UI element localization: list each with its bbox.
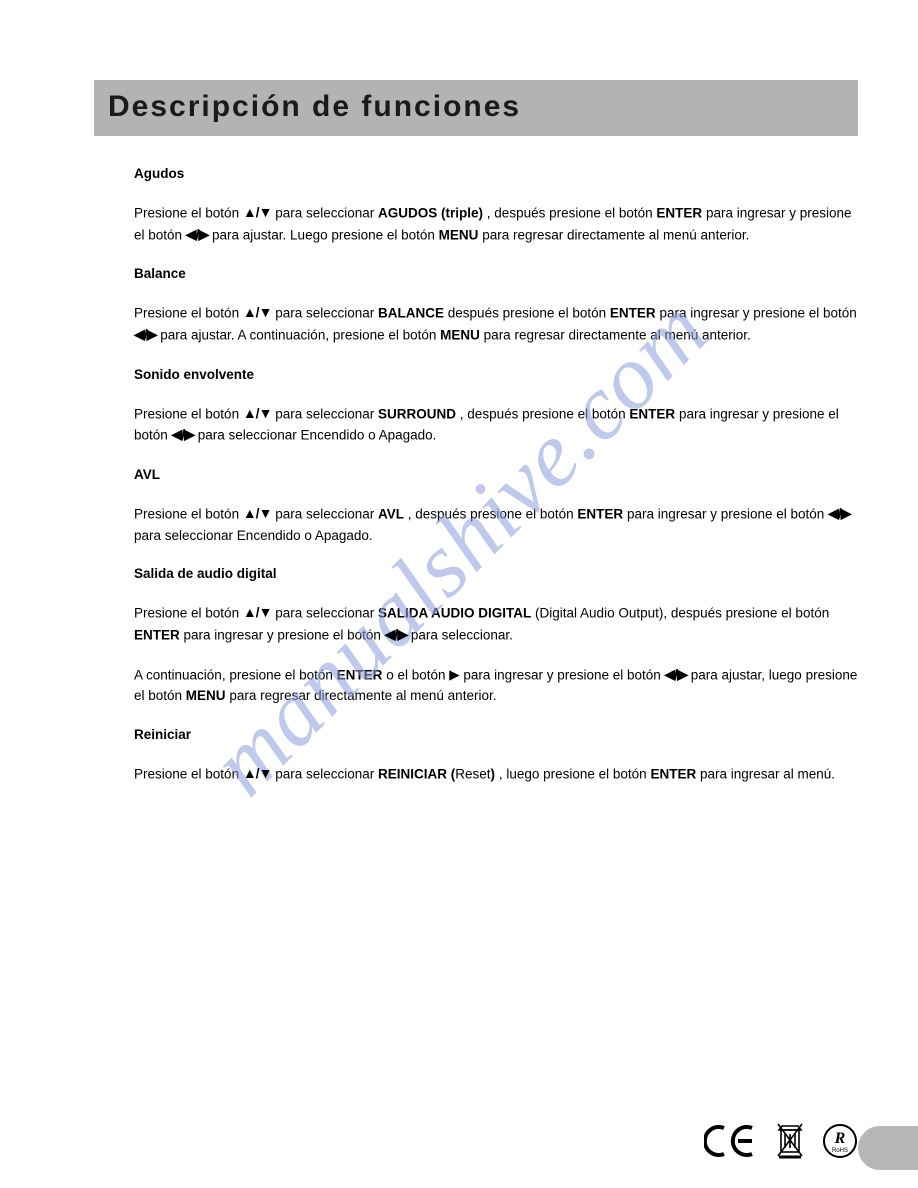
up-down-icon [243,403,272,425]
up-down-icon [243,202,272,224]
up-down-icon [243,302,272,324]
para-balance: Presione el botón para seleccionar BALAN… [134,303,858,346]
left-right-icon [186,224,208,246]
ce-mark-icon [704,1124,758,1158]
left-right-icon [665,664,687,686]
up-down-icon [243,763,272,785]
para-surround: Presione el botón para seleccionar SURRO… [134,404,858,447]
left-right-icon [134,324,156,346]
content-area: Agudos Presione el botón para selecciona… [100,164,858,786]
para-avl: Presione el botón para seleccionar AVL ,… [134,504,858,547]
svg-text:RoHS: RoHS [832,1148,848,1154]
section-label-reset: Reiniciar [134,725,858,746]
section-label-digital: Salida de audio digital [134,564,858,585]
para-digital-1: Presione el botón para seleccionar SALID… [134,603,858,646]
left-right-icon [385,624,407,646]
section-label-surround: Sonido envolvente [134,365,858,386]
weee-bin-icon [776,1122,804,1160]
left-right-icon [172,424,194,446]
title-bar: Descripción de funciones [94,80,858,136]
manual-page: Descripción de funciones Agudos Presione… [0,0,918,786]
para-reset: Presione el botón para seleccionar REINI… [134,764,858,786]
para-digital-2: A continuación, presione el botón ENTER … [134,665,858,708]
page-title: Descripción de funciones [108,90,844,124]
page-corner-tab [858,1126,918,1170]
svg-text:R: R [834,1130,846,1147]
para-agudos: Presione el botón para seleccionar AGUDO… [134,203,858,246]
up-down-icon [243,602,272,624]
footer-icons: RRoHS [704,1122,858,1160]
right-icon [449,667,459,682]
up-down-icon [243,503,272,525]
section-label-avl: AVL [134,465,858,486]
section-label-agudos: Agudos [134,164,858,185]
section-label-balance: Balance [134,264,858,285]
left-right-icon [828,503,850,525]
rohs-icon: RRoHS [822,1123,858,1159]
